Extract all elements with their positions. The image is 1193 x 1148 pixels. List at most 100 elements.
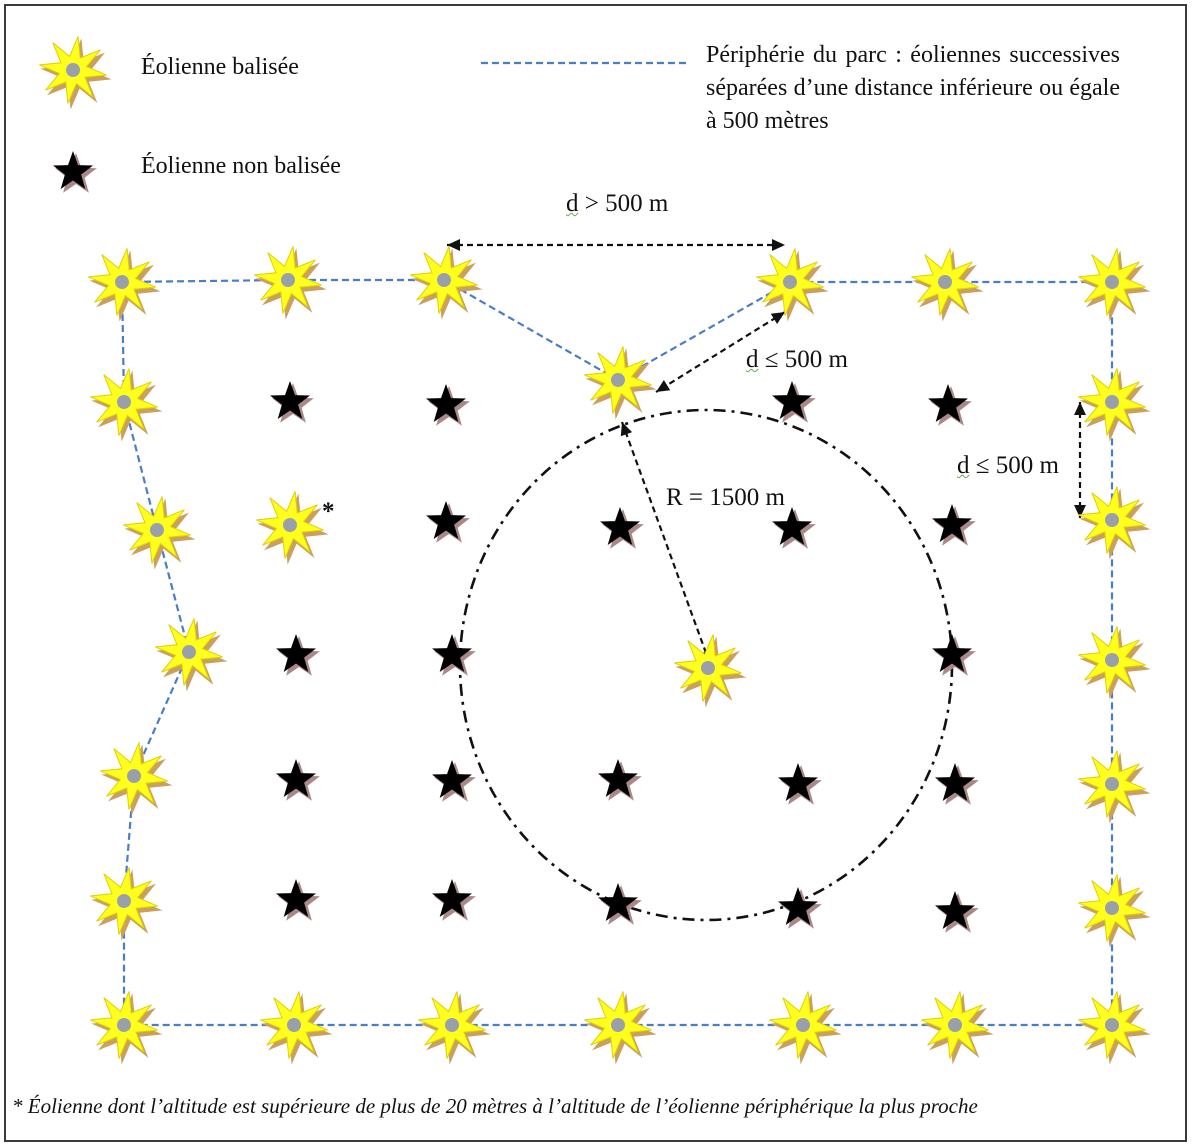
unlit-turbine-star xyxy=(426,384,466,422)
unlit-turbine-star xyxy=(935,763,975,801)
unlit-turbine xyxy=(276,879,320,921)
lit-turbine xyxy=(418,991,491,1065)
lit-turbine-hub xyxy=(287,1018,301,1032)
unlit-turbine xyxy=(600,507,644,549)
lit-turbine-hub xyxy=(1105,653,1119,667)
lit-turbine xyxy=(756,248,829,322)
lit-turbine xyxy=(155,618,228,692)
distance-symbol: d xyxy=(957,452,970,479)
lit-turbine-hub xyxy=(1105,777,1119,791)
lit-turbines-layer xyxy=(88,246,1151,1065)
radius-arrow-line xyxy=(620,421,712,665)
lit-turbine-hub xyxy=(701,661,715,675)
lit-turbine xyxy=(674,634,747,708)
lit-turbine xyxy=(1078,626,1151,700)
lit-turbine xyxy=(123,496,196,570)
unlit-turbine-star xyxy=(932,634,972,672)
asterisk-marker: * xyxy=(322,498,335,525)
unlit-turbine-star xyxy=(276,634,316,672)
unlit-turbine xyxy=(432,634,476,676)
lit-turbine xyxy=(1078,750,1151,824)
lit-turbine xyxy=(90,867,163,941)
distance-label-greater: d > 500 m xyxy=(566,190,668,218)
lit-turbine xyxy=(100,742,173,816)
distance-label-vertical: d ≤ 500 m xyxy=(957,452,1059,480)
distance-symbol: d xyxy=(746,346,759,373)
unlit-turbine-star xyxy=(432,760,472,798)
unlit-turbine xyxy=(778,763,822,805)
unlit-turbine-star xyxy=(778,763,818,801)
unlit-turbine xyxy=(598,759,642,801)
lit-turbine-hub xyxy=(1105,1018,1119,1032)
lit-turbine xyxy=(88,248,161,322)
unlit-turbine-star xyxy=(935,891,975,929)
unlit-turbine xyxy=(426,384,470,426)
unlit-turbine xyxy=(432,760,476,802)
lit-turbine xyxy=(911,248,984,322)
unlit-turbine-star xyxy=(53,151,93,189)
lit-turbine-hub xyxy=(182,645,196,659)
lit-turbine xyxy=(410,246,483,320)
legend-symbols-layer xyxy=(39,36,688,193)
distance-symbol: d xyxy=(566,190,579,217)
unlit-turbine-star xyxy=(778,887,818,925)
unlit-turbine xyxy=(598,883,642,925)
distance-arrow-greater-arrowhead xyxy=(772,239,785,251)
unlit-turbine xyxy=(772,381,816,423)
unlit-turbine-star xyxy=(426,501,466,539)
unlit-turbine-star xyxy=(928,384,968,422)
radius-arrow xyxy=(620,421,712,665)
legend-unlit-turbine-label: Éolienne non balisée xyxy=(141,153,341,179)
lit-turbine-hub xyxy=(796,1018,810,1032)
unlit-turbine xyxy=(928,384,972,426)
unlit-turbine-star xyxy=(932,504,972,542)
lit-turbine-hub xyxy=(117,894,131,908)
distance-arrow-vertical-arrowhead xyxy=(1074,402,1086,415)
unlit-turbine-star xyxy=(598,883,638,921)
unlit-turbine-star xyxy=(432,634,472,672)
distance-arrow-diagonal-arrowhead xyxy=(770,312,785,324)
figure-frame xyxy=(4,4,1187,1142)
unlit-turbine xyxy=(270,381,314,423)
unlit-turbine xyxy=(935,891,979,933)
unlit-turbine xyxy=(426,501,470,543)
lit-turbine xyxy=(584,991,657,1065)
lit-turbine-hub xyxy=(611,373,625,387)
lit-turbine xyxy=(254,246,327,320)
distance-value: ≤ 500 m xyxy=(969,452,1059,479)
lit-turbine xyxy=(256,491,329,565)
lit-turbine xyxy=(1078,248,1151,322)
lit-turbine-hub xyxy=(1105,901,1119,915)
lit-turbine xyxy=(39,36,112,110)
lit-turbine xyxy=(921,991,994,1065)
unlit-turbine-star xyxy=(598,759,638,797)
distance-arrow-vertical xyxy=(1074,402,1086,518)
lit-turbine-hub xyxy=(611,1018,625,1032)
footnote: * Éolienne dont l’altitude est supérieur… xyxy=(12,1094,978,1118)
unlit-turbine-star xyxy=(600,507,640,545)
unlit-turbine xyxy=(935,763,979,805)
lit-turbine xyxy=(584,346,657,420)
lit-turbine xyxy=(90,991,163,1065)
lit-turbine xyxy=(260,991,333,1065)
distance-arrow-vertical-arrowhead xyxy=(1074,505,1086,518)
lit-turbine xyxy=(769,991,842,1065)
lit-turbine xyxy=(1078,368,1151,442)
lit-turbine-hub xyxy=(283,518,297,532)
lit-turbine xyxy=(1078,874,1151,948)
unlit-turbine xyxy=(432,879,476,921)
distance-value: > 500 m xyxy=(578,190,669,217)
lit-turbine-hub xyxy=(150,523,164,537)
distance-arrow-diagonal-line xyxy=(655,311,786,393)
lit-turbine xyxy=(90,368,163,442)
unlit-turbine xyxy=(932,634,976,676)
distance-arrow-diagonal-arrowhead xyxy=(656,380,671,392)
radius-label: R = 1500 m xyxy=(666,484,785,511)
legend-perimeter-label: Périphérie du parc : éoliennes successiv… xyxy=(706,42,1120,134)
lit-turbine-hub xyxy=(281,273,295,287)
unlit-turbine xyxy=(276,634,320,676)
lit-turbine-hub xyxy=(938,275,952,289)
lit-turbine-hub xyxy=(115,275,129,289)
distance-arrow-greater xyxy=(447,239,785,251)
